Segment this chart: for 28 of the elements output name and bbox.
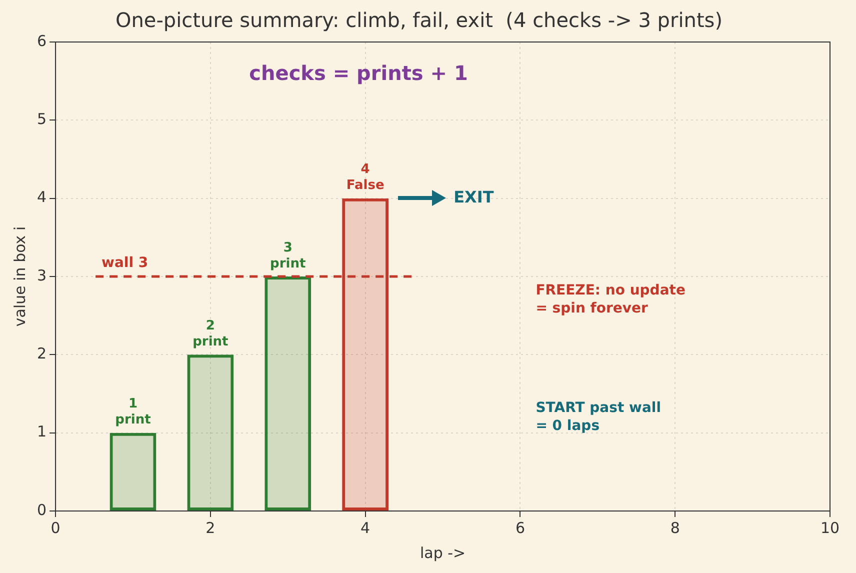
data-label: 2 print — [192, 318, 228, 350]
annotation: FREEZE: no update = spin forever — [536, 282, 686, 317]
data-label: 4 False — [346, 162, 384, 194]
y-tick-label: 3 — [36, 266, 47, 284]
annotation: START past wall = 0 laps — [536, 400, 662, 434]
chart-title: One-picture summary: climb, fail, exit (4 checks -> 3 prints) — [115, 8, 723, 32]
annotation: EXIT — [454, 187, 494, 206]
data-label: 1 print — [115, 396, 151, 428]
x-tick-label: 6 — [515, 518, 525, 537]
x-tick-label: 8 — [670, 518, 680, 537]
x-tick-label: 0 — [50, 518, 60, 537]
bar — [264, 276, 312, 510]
y-tick-label: 6 — [36, 32, 47, 50]
y-tick-label: 0 — [36, 500, 47, 519]
y-tick-label: 2 — [36, 344, 47, 363]
x-tick-label: 2 — [206, 518, 216, 537]
x-tick-label: 4 — [360, 518, 370, 537]
x-tick-label: 10 — [820, 518, 840, 537]
y-tick-label: 1 — [36, 422, 47, 441]
bar — [187, 354, 234, 510]
bar — [110, 432, 156, 510]
y-tick-label: 4 — [36, 188, 47, 206]
y-axis-title: value in box i — [10, 226, 29, 327]
data-label: 3 print — [270, 240, 306, 272]
annotation: checks = prints + 1 — [249, 61, 468, 86]
x-axis-title: lap -> — [420, 544, 466, 562]
y-tick-label: 5 — [36, 110, 47, 128]
ref-line-label: wall 3 — [102, 255, 148, 272]
